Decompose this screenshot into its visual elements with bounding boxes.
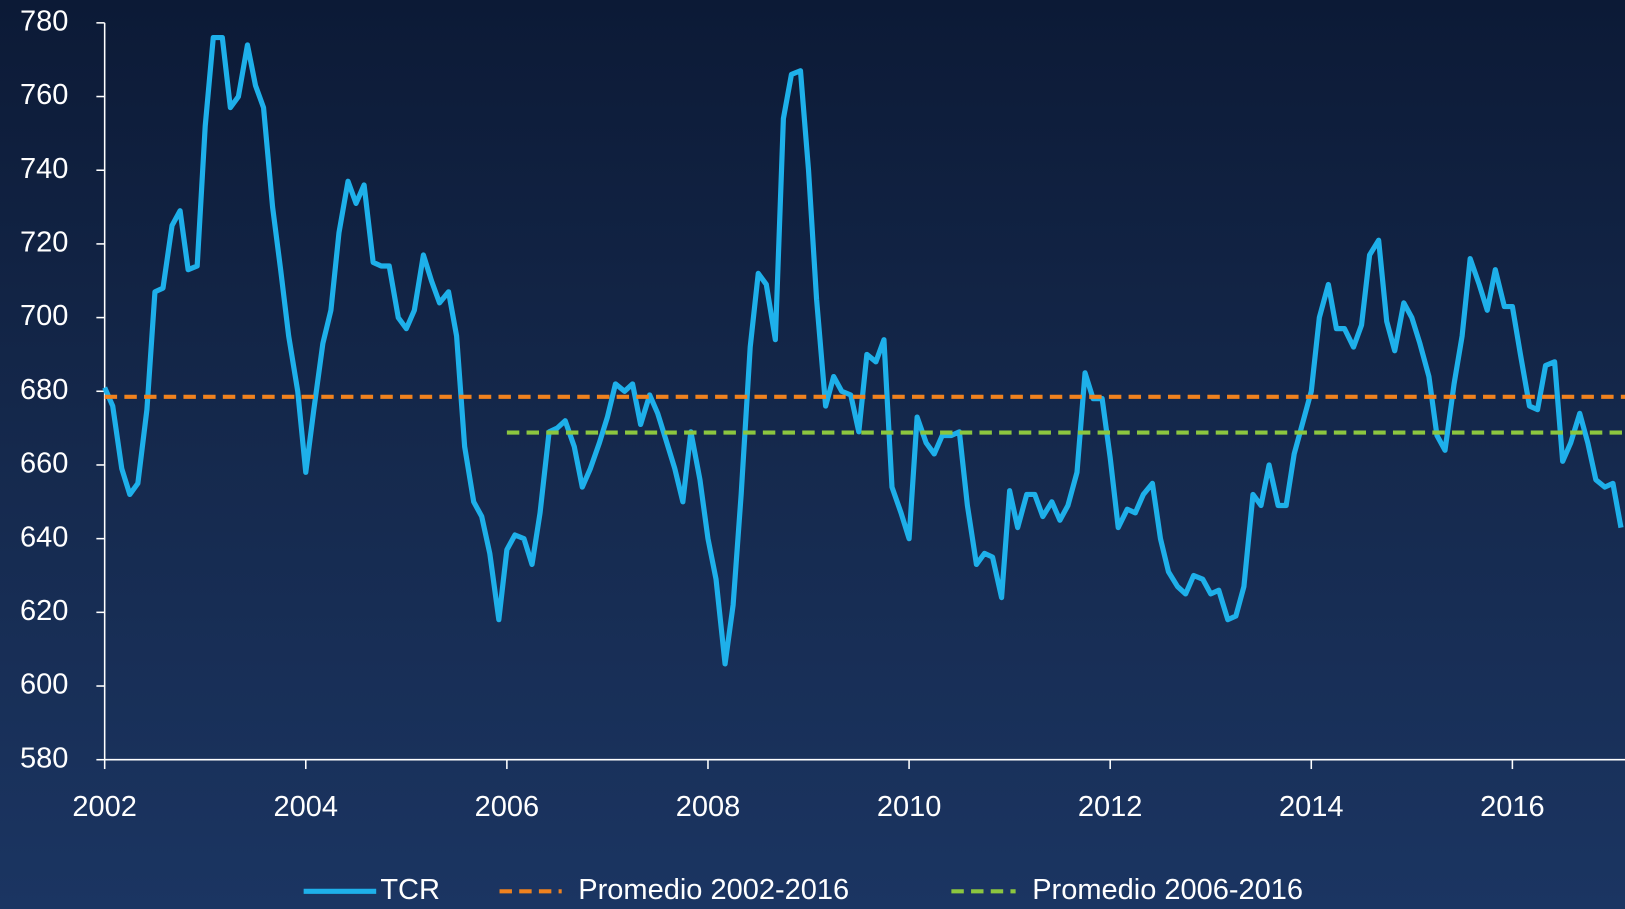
x-tick-label: 2012 <box>1078 791 1143 823</box>
y-tick-label: 700 <box>20 300 68 332</box>
y-tick-label: 680 <box>20 374 68 406</box>
series-line <box>102 35 1624 667</box>
x-tick-label: 2016 <box>1480 791 1545 823</box>
x-tick-label: 2006 <box>475 791 540 823</box>
y-tick-label: 760 <box>20 79 68 111</box>
y-tick-label: 600 <box>20 669 68 701</box>
legend-label: Promedio 2002-2016 <box>578 874 849 906</box>
y-tick-label: 660 <box>20 448 68 480</box>
x-tick-label: 2008 <box>676 791 741 823</box>
y-tick-label: 720 <box>20 227 68 259</box>
x-tick-label: 2002 <box>72 791 137 823</box>
y-tick-label: 620 <box>20 595 68 627</box>
y-tick-label: 780 <box>20 6 68 38</box>
legend-label: Promedio 2006-2016 <box>1032 874 1303 906</box>
legend-label: TCR <box>380 874 440 906</box>
x-tick-label: 2014 <box>1279 791 1344 823</box>
y-tick-label: 740 <box>20 153 68 185</box>
x-tick-label: 2004 <box>274 791 339 823</box>
x-tick-label: 2010 <box>877 791 942 823</box>
y-tick-label: 640 <box>20 521 68 553</box>
y-tick-label: 580 <box>20 742 68 774</box>
